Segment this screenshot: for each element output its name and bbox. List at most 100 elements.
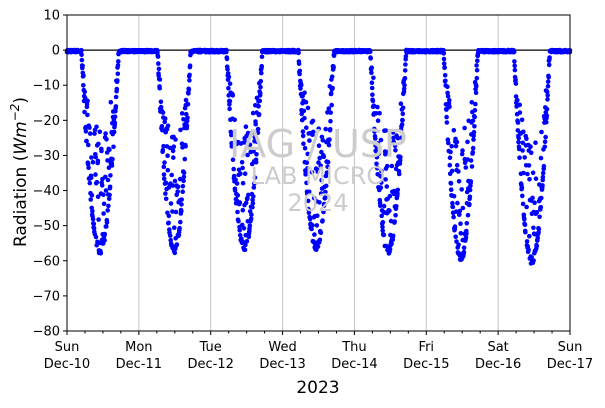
data-point	[230, 157, 236, 162]
data-point	[470, 118, 476, 124]
data-point	[453, 143, 459, 149]
data-point	[115, 63, 121, 68]
data-point	[171, 155, 176, 160]
data-point	[94, 179, 100, 185]
data-point	[241, 226, 247, 231]
data-point	[511, 49, 517, 55]
data-point	[316, 143, 322, 148]
data-point	[450, 200, 455, 206]
data-point	[454, 163, 460, 168]
data-point	[300, 129, 306, 134]
data-point	[519, 117, 525, 123]
data-point	[300, 133, 306, 139]
data-point	[461, 245, 467, 250]
data-point	[521, 129, 526, 135]
data-point	[243, 124, 249, 129]
data-point	[395, 135, 401, 141]
data-point	[187, 63, 193, 68]
x-tick-label-day: Fri	[419, 340, 435, 355]
data-point	[237, 232, 243, 238]
data-point	[472, 124, 477, 129]
data-point	[102, 238, 107, 243]
x-tick-label-date: Dec-11	[116, 357, 162, 372]
y-tick-label: −40	[33, 184, 60, 199]
data-point	[447, 155, 453, 160]
data-point	[463, 165, 469, 170]
data-point	[397, 161, 403, 166]
data-point	[463, 234, 469, 240]
data-point	[94, 124, 99, 130]
data-point	[179, 209, 184, 214]
data-point	[107, 147, 112, 153]
x-tick-label-date: Dec-15	[403, 357, 449, 372]
data-point	[381, 232, 387, 238]
data-point	[163, 180, 169, 186]
data-point	[456, 242, 461, 248]
data-point	[395, 191, 400, 196]
data-point	[391, 188, 397, 194]
data-point	[182, 156, 188, 162]
data-point	[253, 121, 258, 127]
data-point	[240, 165, 245, 171]
data-point	[103, 188, 109, 193]
x-axis: Sun Dec-10 Mon Dec-11 Tue Dec-12 Wed Dec-13 Thu D…	[44, 331, 593, 372]
data-point	[320, 218, 325, 223]
data-point	[528, 144, 533, 149]
data-point	[168, 237, 173, 243]
data-point	[403, 62, 408, 67]
data-point	[236, 218, 241, 224]
data-point	[448, 181, 454, 186]
x-tick-label-day: Mon	[125, 340, 152, 355]
data-point	[224, 56, 230, 62]
data-point	[399, 135, 404, 140]
data-point	[527, 233, 532, 239]
data-point	[226, 85, 231, 91]
data-point	[165, 167, 171, 173]
data-point	[392, 143, 398, 148]
data-point	[302, 145, 308, 151]
data-point	[81, 83, 86, 88]
data-point	[448, 149, 453, 155]
data-point	[309, 226, 314, 232]
data-point	[317, 200, 322, 205]
data-point	[164, 127, 170, 132]
data-point	[390, 130, 396, 135]
data-point	[380, 220, 386, 225]
data-point	[545, 83, 551, 89]
data-point	[245, 130, 251, 136]
data-point	[520, 193, 525, 199]
data-point	[470, 145, 476, 151]
data-point	[370, 92, 375, 97]
data-point	[546, 62, 552, 68]
y-tick-label: −50	[33, 219, 60, 234]
data-point	[237, 228, 242, 233]
data-point	[258, 84, 263, 90]
data-point	[90, 216, 96, 222]
data-point	[374, 154, 380, 160]
y-tick-label: −80	[33, 325, 60, 340]
data-point	[375, 104, 380, 110]
data-point	[457, 212, 462, 217]
data-point	[326, 142, 332, 148]
data-point	[441, 56, 447, 62]
data-point	[465, 212, 471, 218]
data-point	[533, 140, 538, 145]
data-point	[371, 75, 376, 81]
data-point	[85, 112, 90, 118]
data-point	[329, 74, 335, 79]
data-point	[106, 196, 112, 202]
data-point	[301, 141, 306, 146]
data-point	[380, 224, 385, 230]
data-point	[97, 129, 103, 135]
data-point	[108, 173, 113, 178]
data-point	[259, 70, 264, 76]
data-point	[384, 184, 390, 189]
data-point	[373, 111, 379, 116]
data-point	[247, 223, 253, 228]
data-point	[530, 170, 536, 176]
data-point	[166, 220, 171, 226]
data-point	[110, 156, 115, 162]
data-point	[532, 200, 537, 205]
data-point	[376, 150, 382, 155]
data-point	[320, 138, 326, 143]
